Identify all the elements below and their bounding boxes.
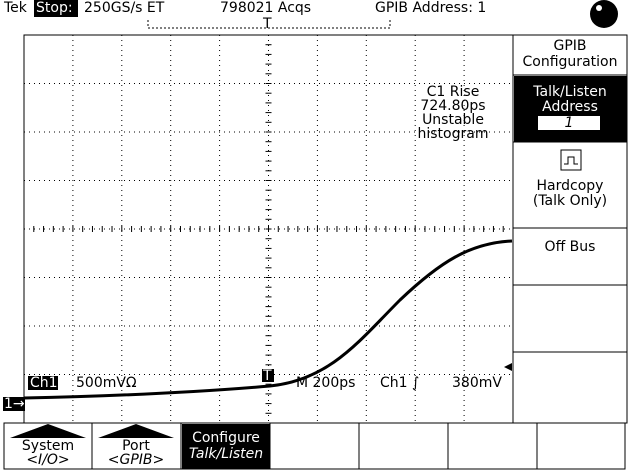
configure-button[interactable] — [182, 424, 270, 469]
state: Stop: — [36, 0, 73, 16]
readout-trigger-source: Ch1 ∫ — [380, 375, 419, 391]
off-bus-label[interactable]: Off Bus — [545, 239, 596, 255]
port-sub: <GPIB> — [108, 452, 165, 468]
talk-listen-button[interactable] — [514, 76, 627, 142]
level-arrow — [504, 363, 512, 371]
bracket-trigger: T — [262, 16, 272, 32]
hardcopy-label[interactable]: Hardcopy — [537, 178, 604, 194]
measurement-label: C1 Rise — [427, 84, 480, 100]
configure-sub: Talk/Listen — [189, 446, 263, 462]
channel-marker: 1→ — [4, 396, 25, 412]
hardcopy-icon — [560, 149, 582, 171]
stop-badge — [34, 0, 78, 17]
trigger-badge — [262, 369, 274, 382]
address-field[interactable] — [538, 116, 600, 130]
knob-highlight — [596, 5, 602, 11]
talk-listen-label: Address — [542, 99, 598, 115]
brand: Tek — [3, 0, 28, 16]
talk-listen-label: Talk/Listen — [532, 84, 607, 100]
channel-badge — [28, 376, 58, 390]
sample-rate: 250GS/s ET — [84, 0, 165, 16]
bottom-menu-frame — [3, 422, 626, 470]
record-bracket — [147, 20, 391, 29]
acquisitions: 798021 Acqs — [220, 0, 311, 16]
readout-trigger-level: 380mV — [452, 375, 502, 391]
system-sub: <I/O> — [26, 452, 69, 468]
configure-label: Configure — [192, 430, 260, 446]
knob-icon — [590, 0, 618, 28]
system-label[interactable]: System — [22, 438, 74, 454]
hardcopy-icon-pulse — [564, 156, 578, 165]
readout-timebase: M 200ps — [296, 375, 355, 391]
waveform-trace — [23, 239, 513, 400]
hardcopy-label: (Talk Only) — [533, 193, 607, 209]
trigger-marker: T — [262, 368, 272, 384]
measurement-note: histogram — [418, 126, 489, 142]
readout-channel: Ch1 — [30, 375, 58, 391]
gpib-address: GPIB Address: 1 — [375, 0, 486, 16]
side-title: Configuration — [523, 54, 618, 70]
port-tab-arrow — [98, 424, 174, 438]
system-tab-arrow — [10, 424, 86, 438]
port-label[interactable]: Port — [122, 438, 150, 454]
side-title: GPIB — [553, 38, 586, 54]
readout-scale: 500mVΩ — [76, 375, 137, 391]
address-value: 1 — [565, 115, 574, 131]
measurement-status: Unstable — [422, 112, 484, 128]
channel-marker-badge — [3, 397, 25, 411]
measurement-value: 724.80ps — [420, 98, 485, 114]
